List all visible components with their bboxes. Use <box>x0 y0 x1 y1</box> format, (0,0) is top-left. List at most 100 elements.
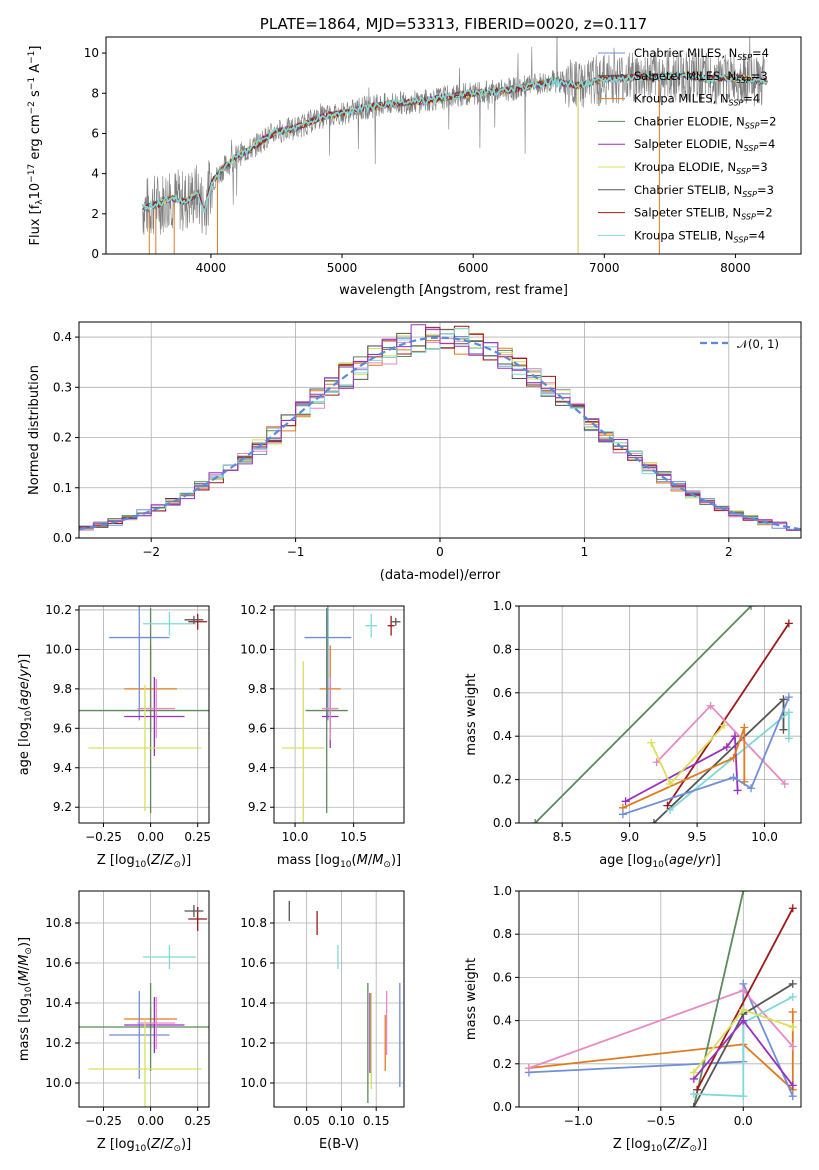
legend-label: 𝒩(0, 1) <box>737 337 779 351</box>
x-tick-label: 0.00 <box>137 1114 164 1128</box>
y-tick-label: 10.0 <box>45 642 72 656</box>
y-tick-label: 0.8 <box>493 642 512 656</box>
series-marker <box>788 1092 797 1101</box>
y-tick-label: 0 <box>91 247 99 261</box>
errorbar-point-4 <box>124 997 185 1053</box>
series-marker <box>733 786 742 795</box>
series-marker <box>649 819 658 823</box>
y-tick-label: 10.0 <box>240 642 267 656</box>
y-tick-label: 10.6 <box>240 956 267 970</box>
errorbar-point-8 <box>188 613 208 630</box>
y-tick-label: 9.4 <box>248 761 267 775</box>
weight-series-9 <box>689 1005 797 1077</box>
y-axis-label: age [log10(age/yr)] <box>17 654 34 776</box>
series-marker <box>739 986 748 995</box>
x-tick-label: −0.25 <box>85 830 122 844</box>
x-tick-label: 10.0 <box>751 830 778 844</box>
panel-3: −0.25 0.00 0.25 9.2 9.4 9.6 9.8 10.0 10.2 Z [log1… <box>17 603 211 870</box>
series-line <box>625 733 739 803</box>
series-line <box>528 1012 794 1092</box>
x-tick-label: −0.5 <box>646 1114 675 1128</box>
series-marker <box>720 721 729 730</box>
panel-2: −2 −1 0 1 2 0.0 0.1 0.2 0.3 0.4 (data-model)/error… <box>27 321 802 583</box>
errorbar-point-6 <box>88 1019 202 1107</box>
errorbar-point-7 <box>143 611 196 636</box>
series-line <box>622 727 746 809</box>
y-tick-label: 10.2 <box>240 1036 267 1050</box>
weight-series-3 <box>524 986 797 1073</box>
series-line <box>696 907 794 1091</box>
x-tick-label: −1.0 <box>564 1114 593 1128</box>
x-tick-label: 0.0 <box>734 1114 753 1128</box>
legend-label: Kroupa STELIB, NSSP=4 <box>634 228 765 244</box>
panel-5: 8.5 9.0 9.5 10.0 0.0 0.2 0.4 0.6 0.8 1.0 age [log1… <box>464 599 802 870</box>
y-axis-label: mass [log10(M/M⊙)] <box>17 937 34 1061</box>
y-tick-label: 10.2 <box>45 603 72 617</box>
plot-area <box>524 891 797 1107</box>
series-marker <box>689 1068 698 1077</box>
normal-curve <box>79 336 801 531</box>
errorbar-point-3 <box>305 607 348 814</box>
series-marker <box>788 904 797 913</box>
series-marker <box>666 805 675 814</box>
series-marker <box>784 708 793 717</box>
x-tick-label: −1 <box>287 545 305 559</box>
x-tick-label: 6000 <box>458 261 489 275</box>
weight-series-8 <box>647 721 729 788</box>
errorbar-point-5 <box>137 997 176 1049</box>
series-marker <box>788 1007 797 1016</box>
x-tick-label: 8000 <box>720 261 751 275</box>
errorbar-point-9 <box>184 905 204 917</box>
x-tick-label: 0 <box>436 545 444 559</box>
weight-series-2 <box>663 619 793 810</box>
y-tick-label: 1.0 <box>493 884 512 898</box>
weight-series-1 <box>531 606 756 823</box>
errorbar-point-1 <box>109 606 170 721</box>
y-tick-label: 0.6 <box>493 970 512 984</box>
x-tick-label: −2 <box>142 545 160 559</box>
axes-frame <box>78 890 210 1108</box>
y-tick-label: 10 <box>84 46 99 60</box>
panel-8: −1.0 −0.5 0.0 0.0 0.2 0.4 0.6 0.8 1.0 Z [log10(Z/… <box>464 884 802 1154</box>
legend-label: Chabrier STELIB, NSSP=3 <box>634 183 774 199</box>
x-tick-label: 0.15 <box>363 1114 390 1128</box>
axes-frame <box>78 321 802 539</box>
y-tick-label: 0.0 <box>493 816 512 830</box>
y-tick-label: 10.8 <box>240 916 267 930</box>
x-tick-label: 5000 <box>327 261 358 275</box>
series-marker <box>779 725 788 734</box>
series-marker <box>739 1016 748 1025</box>
y-tick-label: 10.4 <box>45 996 72 1010</box>
x-axis-label: age [log10(age/yr)] <box>599 853 721 870</box>
y-tick-label: 10.0 <box>240 1076 267 1090</box>
series-marker <box>739 1005 748 1014</box>
plot-area <box>531 606 793 823</box>
series-marker <box>740 723 749 732</box>
plot-area <box>142 37 768 254</box>
series-marker <box>666 779 675 788</box>
series-marker <box>689 1090 698 1099</box>
y-tick-label: 0.0 <box>493 1100 512 1114</box>
series-marker <box>722 743 731 752</box>
y-tick-label: 0.4 <box>53 330 72 344</box>
y-tick-label: 2 <box>91 207 99 221</box>
x-tick-label: 9.0 <box>620 830 639 844</box>
y-axis-label: Flux [fλ10−17 erg cm−2 s−1 A−1] <box>27 46 45 246</box>
x-tick-label: 1 <box>581 545 589 559</box>
x-axis-label: mass [log10(M/M⊙)] <box>277 853 401 870</box>
errorbar-point-7 <box>365 613 378 638</box>
series-marker <box>706 701 715 710</box>
x-tick-label: 4000 <box>196 261 227 275</box>
x-tick-label: 0.25 <box>184 830 211 844</box>
series-marker <box>663 801 672 810</box>
legend: 𝒩(0, 1) <box>700 337 779 351</box>
series-line <box>693 996 794 1098</box>
x-axis-label: Z [log10(Z/Z⊙)] <box>613 1137 707 1154</box>
x-tick-label: 0.25 <box>184 1114 211 1128</box>
x-tick-label: −0.25 <box>85 1114 122 1128</box>
legend-label: Chabrier ELODIE, NSSP=2 <box>634 114 776 130</box>
grid <box>79 606 209 823</box>
y-tick-label: 4 <box>91 167 99 181</box>
x-tick-label: 9.5 <box>688 830 707 844</box>
